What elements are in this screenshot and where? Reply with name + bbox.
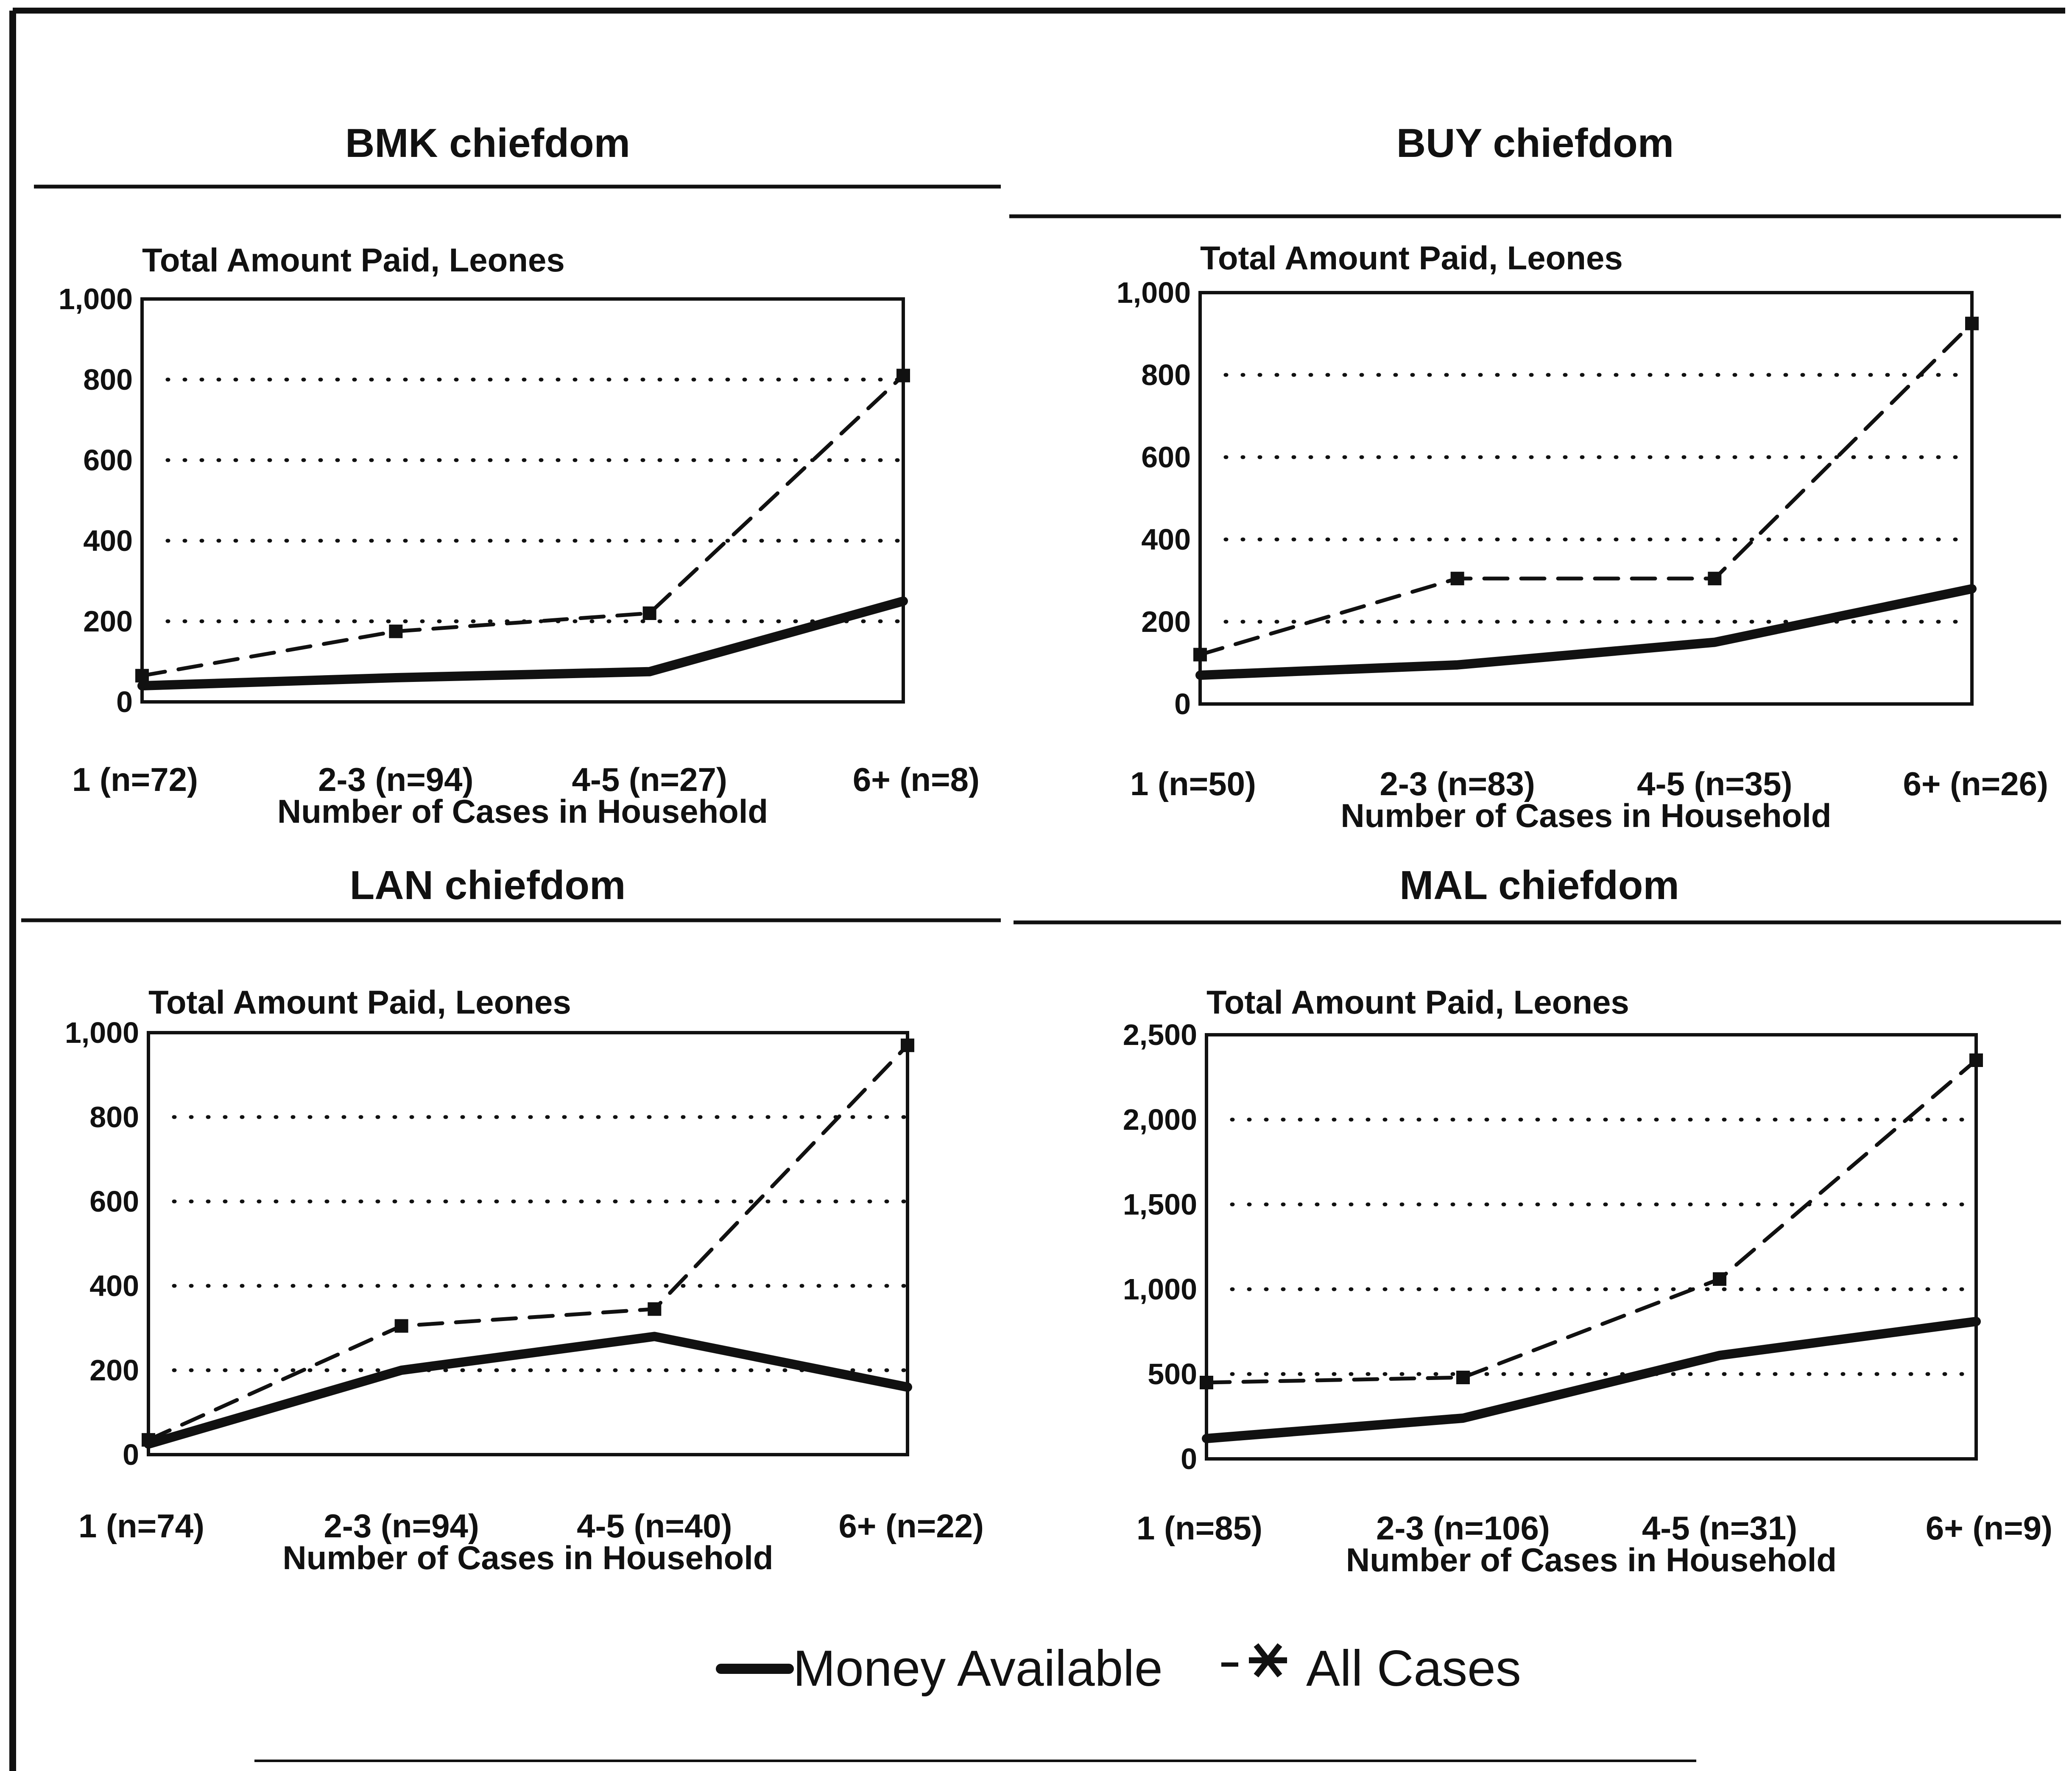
- legend-star-marker: [1249, 1645, 1287, 1676]
- panels: BMK chiefdom Total Amount Paid, Leones 0 20…: [21, 120, 2061, 1578]
- y-tick-label: 1,000: [1117, 276, 1191, 309]
- legend-label-all-cases: All Cases: [1306, 1640, 1521, 1697]
- panel-bmk-chiefdom: BMK chiefdom Total Amount Paid, Leones 0 20…: [34, 120, 1001, 830]
- data-point-all-cases: [648, 1302, 661, 1316]
- panel-mal-chiefdom: MAL chiefdom Total Amount Paid, Leones 0 50…: [1014, 863, 2061, 1578]
- panel-lan-chiefdom: LAN chiefdom Total Amount Paid, Leones 0 20…: [21, 863, 1001, 1576]
- legend-label-money-available: Money Available: [793, 1640, 1163, 1697]
- y-axis-title: Total Amount Paid, Leones: [1206, 983, 1629, 1021]
- data-point-all-cases: [1708, 572, 1721, 585]
- panel-title: MAL chiefdom: [1399, 863, 1679, 908]
- y-tick-label: 0: [123, 1438, 139, 1471]
- y-tick-label: 200: [1141, 605, 1191, 638]
- y-tick-label: 1,000: [65, 1016, 139, 1049]
- plot-frame: [1206, 1035, 1976, 1459]
- x-tick-label: 1 (n=74): [78, 1507, 204, 1545]
- data-point-all-cases: [395, 1319, 408, 1333]
- data-point-all-cases: [896, 369, 910, 383]
- x-tick-label: 1 (n=50): [1130, 765, 1256, 802]
- data-point-all-cases: [1451, 572, 1464, 585]
- y-tick-label: 400: [89, 1269, 139, 1302]
- x-tick-label: 1 (n=85): [1137, 1509, 1262, 1547]
- y-tick-label: 800: [83, 363, 133, 396]
- y-tick-label: 600: [1141, 441, 1191, 474]
- plot-frame: [148, 1033, 908, 1455]
- x-tick-label: 6+ (n=22): [838, 1507, 984, 1545]
- data-point-all-cases: [643, 606, 656, 620]
- y-tick-label: 0: [1181, 1442, 1197, 1475]
- y-tick-label: 600: [83, 444, 133, 477]
- x-axis-title: Number of Cases in Household: [282, 1539, 773, 1576]
- y-tick-label: 0: [116, 685, 133, 718]
- y-tick-label: 1,000: [59, 282, 133, 316]
- y-axis-title: Total Amount Paid, Leones: [148, 983, 571, 1021]
- x-tick-label: 6+ (n=9): [1926, 1509, 2052, 1547]
- y-tick-label: 2,000: [1123, 1103, 1197, 1136]
- panel-title: BUY chiefdom: [1396, 120, 1674, 166]
- legend: Money Available All Cases: [721, 1640, 1521, 1697]
- data-point-all-cases: [135, 669, 149, 682]
- y-tick-label: 400: [83, 524, 133, 557]
- plot-frame: [1200, 293, 1972, 704]
- y-tick-label: 600: [89, 1185, 139, 1218]
- data-point-all-cases: [901, 1039, 914, 1052]
- series-line-all-cases: [148, 1045, 908, 1440]
- x-axis-title: Number of Cases in Household: [1346, 1541, 1837, 1578]
- x-tick-label: 6+ (n=8): [853, 761, 980, 798]
- y-tick-label: 800: [89, 1101, 139, 1134]
- y-tick-label: 500: [1148, 1358, 1197, 1391]
- y-tick-label: 1,000: [1123, 1273, 1197, 1306]
- data-point-all-cases: [1969, 1053, 1983, 1067]
- x-tick-label: 1 (n=72): [72, 761, 198, 798]
- x-axis-title: Number of Cases in Household: [1340, 797, 1831, 834]
- x-tick-label: 6+ (n=26): [1903, 765, 2048, 802]
- panel-title: LAN chiefdom: [350, 863, 626, 908]
- series-line-money-available: [142, 601, 903, 686]
- y-axis-title: Total Amount Paid, Leones: [1200, 239, 1623, 277]
- y-tick-label: 400: [1141, 523, 1191, 556]
- data-point-all-cases: [142, 1433, 155, 1447]
- y-tick-label: 200: [83, 605, 133, 638]
- plot-frame: [142, 299, 903, 702]
- data-point-all-cases: [389, 625, 402, 638]
- y-tick-label: 800: [1141, 358, 1191, 391]
- panel-buy-chiefdom: BUY chiefdom Total Amount Paid, Leones 0 20…: [1009, 120, 2061, 834]
- data-point-all-cases: [1456, 1371, 1470, 1384]
- y-axis-title: Total Amount Paid, Leones: [142, 241, 565, 279]
- data-point-all-cases: [1965, 317, 1979, 330]
- series-line-all-cases: [1200, 324, 1972, 655]
- x-axis-title: Number of Cases in Household: [277, 793, 768, 830]
- y-tick-label: 200: [89, 1354, 139, 1387]
- data-point-all-cases: [1200, 1376, 1213, 1389]
- y-tick-label: 1,500: [1123, 1188, 1197, 1221]
- data-point-all-cases: [1713, 1272, 1726, 1286]
- y-tick-label: 2,500: [1123, 1018, 1197, 1051]
- y-tick-label: 0: [1174, 687, 1191, 721]
- series-line-money-available: [1200, 589, 1972, 675]
- panel-title: BMK chiefdom: [345, 120, 630, 166]
- data-point-all-cases: [1193, 648, 1207, 662]
